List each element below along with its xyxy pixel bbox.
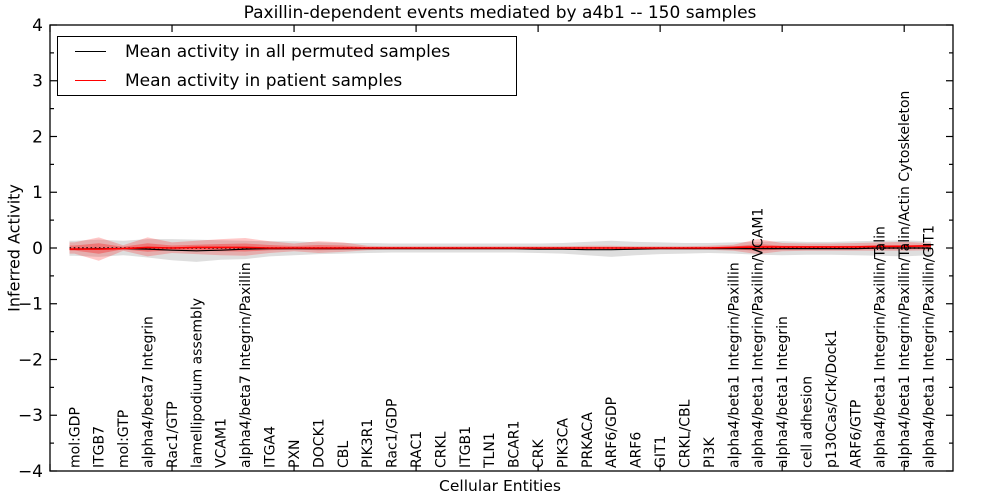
- category-label: Rac1/GDP: [385, 399, 401, 468]
- category-label: alpha4/beta7 Integrin: [141, 316, 157, 468]
- category-label: ITGB7: [92, 426, 108, 468]
- category-label: CRKL/CBL: [677, 399, 693, 468]
- category-label: PI3K: [702, 437, 718, 468]
- patient-line-swatch: [75, 80, 106, 81]
- chart-title: Paxillin-dependent events mediated by a4…: [243, 3, 757, 23]
- y-tick-label: 1: [32, 183, 43, 203]
- category-label: CBL: [336, 441, 352, 468]
- category-label: ARF6: [629, 432, 645, 468]
- category-label: alpha4/beta1 Integrin/Paxillin/Talin: [873, 226, 889, 468]
- y-tick-label: −4: [18, 462, 43, 482]
- category-label: PRKACA: [580, 412, 596, 468]
- y-tick-label: 0: [32, 239, 43, 259]
- category-label: ARF6/GTP: [848, 400, 864, 468]
- patient-mean-line: [69, 245, 931, 250]
- legend-entry-patient: Mean activity in patient samples: [58, 66, 516, 95]
- category-label: alpha4/beta1 Integrin/Paxillin: [726, 262, 742, 468]
- category-label: mol:GTP: [116, 410, 132, 468]
- category-label: CRK: [531, 438, 547, 468]
- category-label: alpha4/beta1 Integrin/Paxillin/Talin/Act…: [897, 91, 913, 468]
- category-label: alpha4/beta1 Integrin/Paxillin/VCAM1: [751, 208, 767, 468]
- y-tick-label: −3: [18, 406, 43, 426]
- permuted-samples-std-band: [69, 239, 931, 262]
- legend-label-permuted: Mean activity in all permuted samples: [125, 41, 451, 62]
- category-label: GIT1: [653, 436, 669, 468]
- category-label: TLN1: [482, 432, 498, 469]
- permuted-line-swatch: [75, 51, 106, 52]
- category-label: ITGA4: [263, 426, 279, 468]
- x-axis-label: Cellular Entities: [439, 477, 561, 495]
- category-label: mol:GDP: [67, 407, 83, 468]
- category-label: p130Cas/Crk/Dock1: [824, 330, 840, 468]
- category-label: ARF6/GDP: [604, 397, 620, 468]
- category-label: Rac1/GTP: [165, 401, 181, 468]
- y-tick-label: −2: [18, 350, 43, 370]
- category-label: ITGB1: [458, 426, 474, 468]
- category-label: alpha4/beta7 Integrin/Paxillin: [238, 262, 254, 468]
- category-label: PXN: [287, 439, 303, 468]
- legend: Mean activity in all permuted samples Me…: [57, 36, 517, 96]
- category-label: DOCK1: [311, 418, 327, 468]
- category-label: RAC1: [409, 431, 425, 468]
- y-tick-label: −1: [18, 295, 43, 315]
- category-label: PIK3R1: [360, 419, 376, 468]
- category-label: BCAR1: [507, 421, 523, 468]
- category-label: CRKL: [433, 431, 449, 468]
- y-tick-label: 3: [32, 72, 43, 92]
- category-label: alpha4/beta1 Integrin/Paxillin/GIT1: [922, 225, 938, 468]
- category-label: lamellipodium assembly: [189, 298, 205, 468]
- legend-entry-permuted: Mean activity in all permuted samples: [58, 37, 516, 66]
- legend-label-patient: Mean activity in patient samples: [125, 70, 403, 91]
- y-tick-label: 4: [32, 16, 43, 36]
- category-label: VCAM1: [214, 418, 230, 468]
- category-label: cell adhesion: [800, 376, 816, 468]
- category-label: alpha4/beta1 Integrin: [775, 316, 791, 468]
- category-label: PIK3CA: [555, 418, 571, 468]
- y-tick-label: 2: [32, 127, 43, 147]
